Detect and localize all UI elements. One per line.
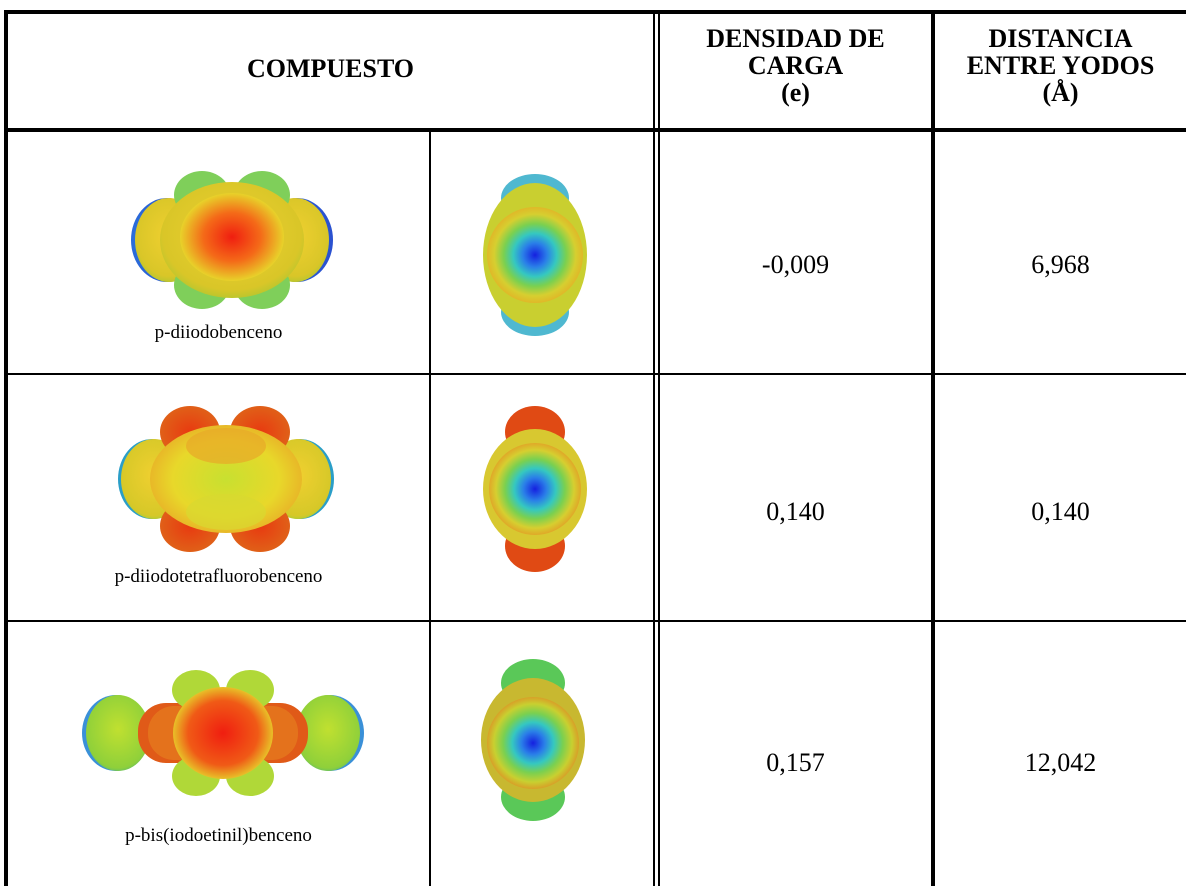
column-divider [931,10,935,886]
compound-name: p-diiodobenceno [154,322,283,343]
header-line: (Å) [1042,78,1079,107]
molecule-front-view [131,171,333,309]
charge-density-value: 0,157 [766,748,825,777]
iodine-distance-value: 6,968 [1031,250,1090,279]
header-compuesto: COMPUESTO [246,54,415,83]
double-column-divider [653,10,655,886]
compound-name: p-bis(iodoetinil)benceno [125,825,312,846]
molecule-side-view [481,659,585,821]
molecule-side-view [483,406,587,572]
header-divider [4,128,1186,132]
header-line: DENSIDAD DE [706,24,885,53]
charge-density-value: -0,009 [761,250,830,279]
header-densidad-de-carga: DENSIDAD DE CARGA (e) [660,25,931,106]
iodine-distance-value: 12,042 [1024,748,1097,777]
header-line: (e) [781,78,810,107]
table-border-top [4,10,1186,14]
molecule-front-view [118,406,334,552]
molecule-side-view [483,174,587,336]
molecule-front-view [82,670,364,796]
row-divider [4,620,1186,622]
row-divider [4,373,1186,375]
header-line: DISTANCIA [988,24,1133,53]
iodine-distance-value: 0,140 [1031,497,1090,526]
double-column-divider [658,10,660,886]
column-divider [429,130,431,886]
compound-name: p-diiodotetrafluorobenceno [114,566,323,587]
table-border-left [4,10,8,886]
header-line: CARGA [747,51,844,80]
header-distancia-entre-yodos: DISTANCIA ENTRE YODOS (Å) [935,25,1186,106]
header-line: ENTRE YODOS [966,51,1155,80]
charge-density-value: 0,140 [766,497,825,526]
